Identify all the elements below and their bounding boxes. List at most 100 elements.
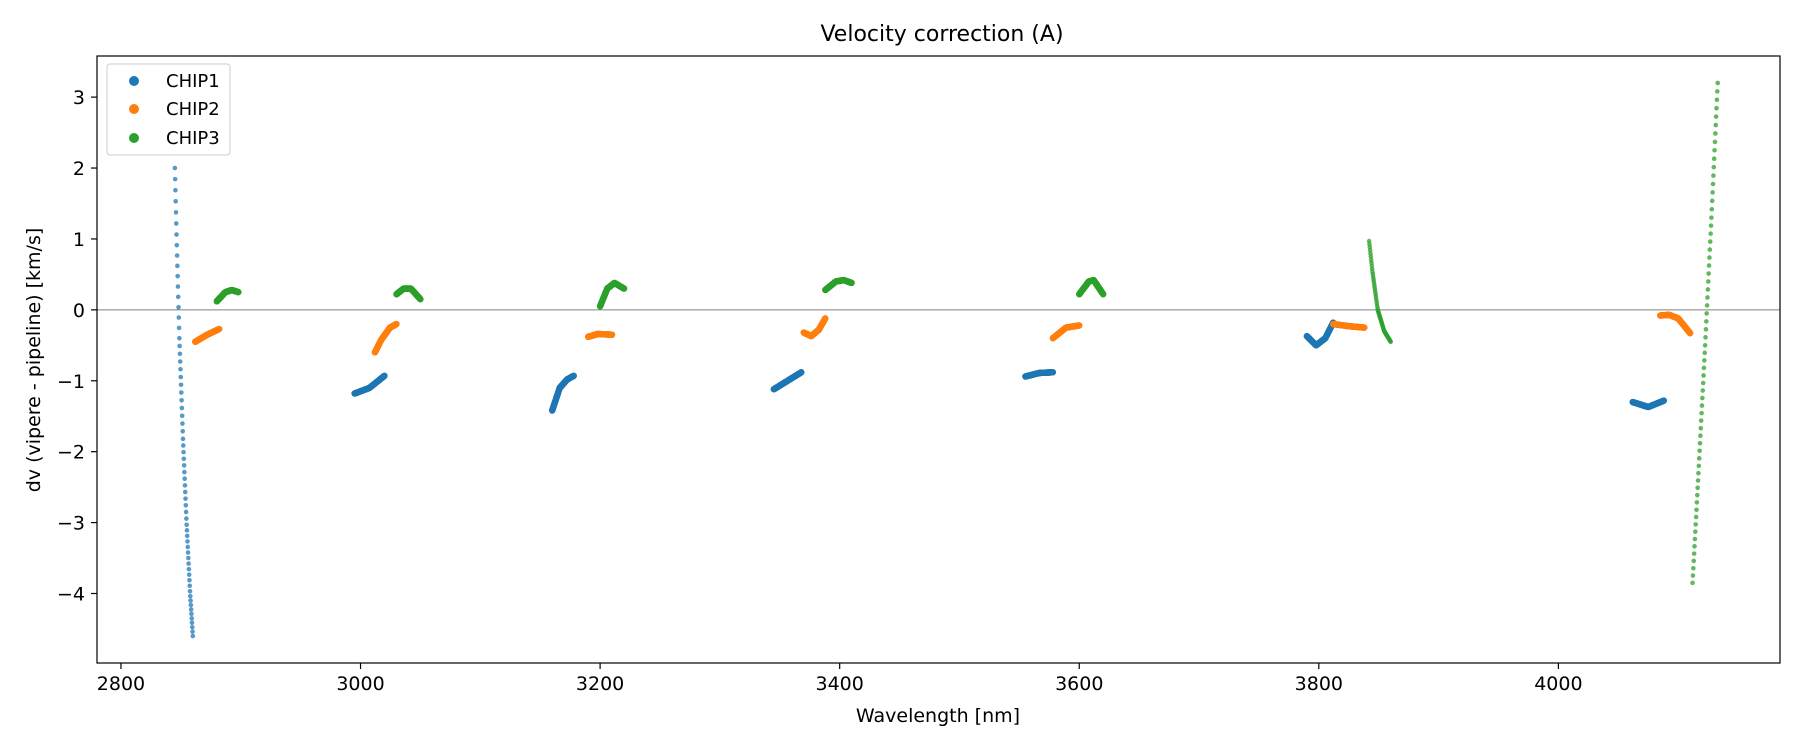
data-point [176,325,182,331]
data-point [1702,358,1707,363]
data-point [184,528,190,533]
data-point [620,285,628,292]
data-point [178,382,184,388]
y-tick-label: −4 [57,584,85,606]
data-point [1710,190,1715,195]
data-point [189,616,195,621]
data-point [1699,403,1705,408]
series-chip2 [192,311,1694,356]
data-point [1694,507,1699,513]
data-point [177,351,183,357]
data-point [173,210,179,215]
data-point [1692,536,1698,542]
data-point [1707,255,1712,260]
data-point [187,577,192,583]
data-point [189,620,195,626]
y-tick-label: 1 [73,229,85,251]
data-point [188,602,194,608]
data-point [381,372,388,380]
data-point [1690,580,1695,586]
data-point [1691,565,1696,571]
data-point [1693,514,1699,520]
data-point [1700,380,1706,386]
data-point [1701,373,1706,378]
data-point [1698,433,1703,439]
data-point [1712,148,1717,153]
data-point [179,405,185,411]
data-point [1708,223,1714,228]
data-point [1706,263,1712,268]
legend: CHIP1 CHIP2 CHIP3 [106,63,231,156]
data-point [190,633,196,639]
data-point [172,176,178,182]
data-point [235,288,242,296]
plot-frame [96,55,1781,664]
data-point [172,165,178,171]
y-tick-label: 2 [73,158,85,180]
data-point [189,624,195,630]
data-point [1700,395,1705,401]
data-point [1698,418,1704,423]
data-point [1705,279,1711,284]
data-point [798,369,805,376]
plot-background [97,56,1780,663]
data-point [1703,327,1709,332]
legend-marker-chip1 [129,76,139,86]
data-point [185,544,191,550]
data-point [1706,271,1711,276]
x-tick-label: 3000 [336,673,384,695]
y-axis-ticks: −4 −3 −2 −1 0 1 2 3 [57,87,97,606]
data-point [1695,478,1701,483]
data-point [1699,410,1704,416]
data-point [176,304,181,310]
data-point [1709,215,1714,220]
y-tick-label: −1 [57,371,85,393]
data-point [189,611,194,617]
data-point [1691,558,1697,564]
data-point [174,253,180,258]
data-point [182,469,187,475]
data-point [1660,397,1668,404]
data-point [1691,551,1697,556]
data-point [848,279,855,287]
series-chip3 [213,80,1721,586]
data-point [181,449,186,455]
data-point [1697,440,1703,446]
data-point [1711,156,1717,162]
data-point [1076,322,1083,329]
x-tick-label: 3200 [576,673,624,695]
legend-label-chip1: CHIP1 [166,71,220,92]
data-point [177,335,182,341]
y-tick-label: −2 [57,442,85,464]
data-point [187,588,193,594]
data-point [1693,529,1698,534]
legend-frame [106,63,231,156]
series-chip1 [172,165,1668,639]
data-point [178,374,184,380]
data-point [186,572,192,577]
data-point [181,456,187,462]
data-point [1708,231,1713,236]
data-point [1100,291,1107,298]
data-point [1715,80,1721,86]
data-point [182,489,188,495]
data-point [1707,239,1713,244]
data-point [1704,319,1709,324]
legend-marker-chip2 [129,104,139,114]
data-point [1700,388,1706,393]
data-point [180,436,186,442]
data-point [1694,492,1700,498]
data-point [1388,339,1393,345]
y-tick-label: 0 [73,300,85,322]
data-point [1693,522,1698,527]
plot-area [97,56,1780,663]
data-point [184,533,190,539]
x-tick-label: 3800 [1295,673,1343,695]
data-point [1701,365,1707,371]
data-point [1711,173,1716,178]
data-point [1713,114,1719,119]
data-point [180,421,185,426]
data-point [173,221,179,226]
legend-label-chip2: CHIP2 [166,99,220,120]
legend-label-chip3: CHIP3 [166,128,220,149]
